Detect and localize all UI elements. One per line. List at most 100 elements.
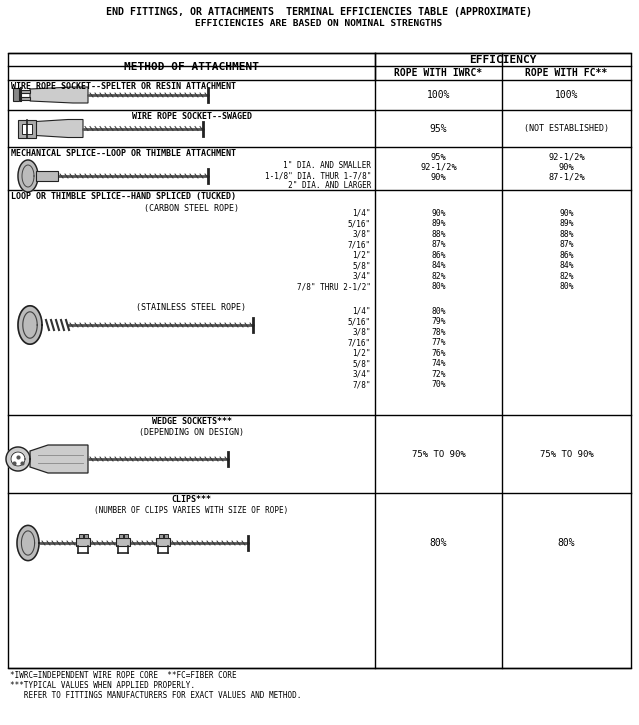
Text: ROPE WITH IWRC*: ROPE WITH IWRC* (394, 68, 482, 78)
Text: 3/4": 3/4" (353, 370, 371, 378)
Bar (18, 90, 30, 93)
Text: EFFICIENCY: EFFICIENCY (469, 54, 537, 65)
Text: (CARBON STEEL ROPE): (CARBON STEEL ROPE) (144, 204, 239, 213)
Bar (13, 88, 19, 101)
Text: 84%: 84% (559, 261, 574, 270)
Polygon shape (30, 445, 88, 473)
Text: 5/8": 5/8" (353, 359, 371, 368)
Bar (18, 97, 30, 100)
Text: (NOT ESTABLISHED): (NOT ESTABLISHED) (524, 124, 609, 133)
Text: 75% TO 90%: 75% TO 90% (539, 450, 594, 458)
Bar (18, 120, 36, 138)
Text: 5/8": 5/8" (353, 261, 371, 270)
Text: 89%: 89% (431, 219, 446, 228)
Text: (DEPENDING ON DESIGN): (DEPENDING ON DESIGN) (139, 428, 244, 437)
Text: 1-1/8" DIA. THUR 1-7/8": 1-1/8" DIA. THUR 1-7/8" (265, 171, 371, 180)
Text: 3/8": 3/8" (353, 230, 371, 239)
Text: 1/2": 1/2" (353, 349, 371, 357)
Text: WIRE ROPE SOCKET--SPELTER OR RESIN ATTACHMENT: WIRE ROPE SOCKET--SPELTER OR RESIN ATTAC… (11, 82, 236, 91)
Text: END FITTINGS, OR ATTACHMENTS  TERMINAL EFFICIENCIES TABLE (APPROXIMATE): END FITTINGS, OR ATTACHMENTS TERMINAL EF… (106, 7, 532, 17)
Polygon shape (36, 120, 83, 138)
Polygon shape (17, 526, 39, 560)
Bar (79, 534, 83, 538)
Text: MECHANICAL SPLICE--LOOP OR THIMBLE ATTACHMENT: MECHANICAL SPLICE--LOOP OR THIMBLE ATTAC… (11, 149, 236, 158)
Text: 76%: 76% (431, 349, 446, 357)
Bar (36, 171, 58, 181)
Text: 80%: 80% (558, 538, 575, 548)
Text: 90%: 90% (558, 162, 574, 172)
Text: 7/8" THRU 2-1/2": 7/8" THRU 2-1/2" (297, 282, 371, 291)
Text: 7/8": 7/8" (353, 380, 371, 389)
Text: 5/16": 5/16" (348, 219, 371, 228)
Text: 90%: 90% (431, 173, 447, 181)
Text: 92-1/2%: 92-1/2% (420, 162, 457, 172)
Text: 82%: 82% (431, 271, 446, 281)
Text: 90%: 90% (559, 209, 574, 218)
Text: ***TYPICAL VALUES WHEN APPLIED PROPERLY.: ***TYPICAL VALUES WHEN APPLIED PROPERLY. (10, 681, 195, 690)
Text: 92-1/2%: 92-1/2% (548, 152, 585, 162)
Text: EFFICIENCIES ARE BASED ON NOMINAL STRENGTHS: EFFICIENCIES ARE BASED ON NOMINAL STRENG… (196, 19, 443, 28)
Bar (116, 538, 130, 546)
Text: REFER TO FITTINGS MANUFACTURERS FOR EXACT VALUES AND METHOD.: REFER TO FITTINGS MANUFACTURERS FOR EXAC… (10, 691, 302, 700)
Text: (NUMBER OF CLIPS VARIES WITH SIZE OF ROPE): (NUMBER OF CLIPS VARIES WITH SIZE OF ROP… (95, 506, 289, 515)
Bar (76, 538, 90, 546)
Bar (22, 123, 32, 133)
Text: 90%: 90% (431, 209, 446, 218)
Bar (156, 538, 170, 546)
Text: 84%: 84% (431, 261, 446, 270)
Text: 89%: 89% (559, 219, 574, 228)
Text: *IWRC=INDEPENDENT WIRE ROPE CORE  **FC=FIBER CORE: *IWRC=INDEPENDENT WIRE ROPE CORE **FC=FI… (10, 671, 236, 680)
Text: 80%: 80% (559, 282, 574, 291)
Text: 77%: 77% (431, 338, 446, 347)
Text: 82%: 82% (559, 271, 574, 281)
Text: 1/2": 1/2" (353, 251, 371, 260)
Text: 78%: 78% (431, 328, 446, 336)
Text: CLIPS***: CLIPS*** (171, 495, 212, 504)
Text: 100%: 100% (427, 90, 450, 100)
Bar (164, 534, 168, 538)
Text: 87%: 87% (431, 240, 446, 249)
Text: ROPE WITH FC**: ROPE WITH FC** (525, 68, 608, 78)
Polygon shape (30, 87, 88, 103)
Bar (159, 534, 163, 538)
Text: WIRE ROPE SOCKET--SWAGED: WIRE ROPE SOCKET--SWAGED (132, 112, 252, 121)
Text: 79%: 79% (431, 317, 446, 326)
Text: 87%: 87% (559, 240, 574, 249)
Text: 86%: 86% (431, 251, 446, 260)
Text: METHOD OF ATTACHMENT: METHOD OF ATTACHMENT (124, 62, 259, 72)
Text: 1/4": 1/4" (353, 307, 371, 315)
Text: 86%: 86% (559, 251, 574, 260)
Text: 7/16": 7/16" (348, 338, 371, 347)
Text: 95%: 95% (431, 152, 447, 162)
Text: 80%: 80% (431, 282, 446, 291)
Polygon shape (6, 447, 30, 471)
Polygon shape (11, 452, 25, 466)
Text: 88%: 88% (431, 230, 446, 239)
Text: (STAINLESS STEEL ROPE): (STAINLESS STEEL ROPE) (137, 303, 247, 312)
Text: 95%: 95% (429, 123, 447, 133)
Text: 1/4": 1/4" (353, 209, 371, 218)
Polygon shape (18, 160, 38, 192)
Text: 3/8": 3/8" (353, 328, 371, 336)
Polygon shape (18, 306, 42, 344)
Text: 74%: 74% (431, 359, 446, 368)
Text: 5/16": 5/16" (348, 317, 371, 326)
Bar (8, 53, 631, 668)
Text: 75% TO 90%: 75% TO 90% (412, 450, 465, 458)
Text: 70%: 70% (431, 380, 446, 389)
Bar (119, 534, 123, 538)
Text: 80%: 80% (429, 538, 447, 548)
Text: 72%: 72% (431, 370, 446, 378)
Text: 3/4": 3/4" (353, 271, 371, 281)
Text: 88%: 88% (559, 230, 574, 239)
Text: 2" DIA. AND LARGER: 2" DIA. AND LARGER (265, 181, 371, 190)
Bar (124, 534, 128, 538)
Text: LOOP OR THIMBLE SPLICE--HAND SPLICED (TUCKED): LOOP OR THIMBLE SPLICE--HAND SPLICED (TU… (11, 192, 236, 201)
Text: 87-1/2%: 87-1/2% (548, 173, 585, 181)
Text: WEDGE SOCKETS***: WEDGE SOCKETS*** (151, 417, 231, 426)
Text: 7/16": 7/16" (348, 240, 371, 249)
Text: 1" DIA. AND SMALLER: 1" DIA. AND SMALLER (260, 161, 371, 170)
Text: 100%: 100% (555, 90, 578, 100)
Bar (84, 534, 88, 538)
Text: 80%: 80% (431, 307, 446, 315)
